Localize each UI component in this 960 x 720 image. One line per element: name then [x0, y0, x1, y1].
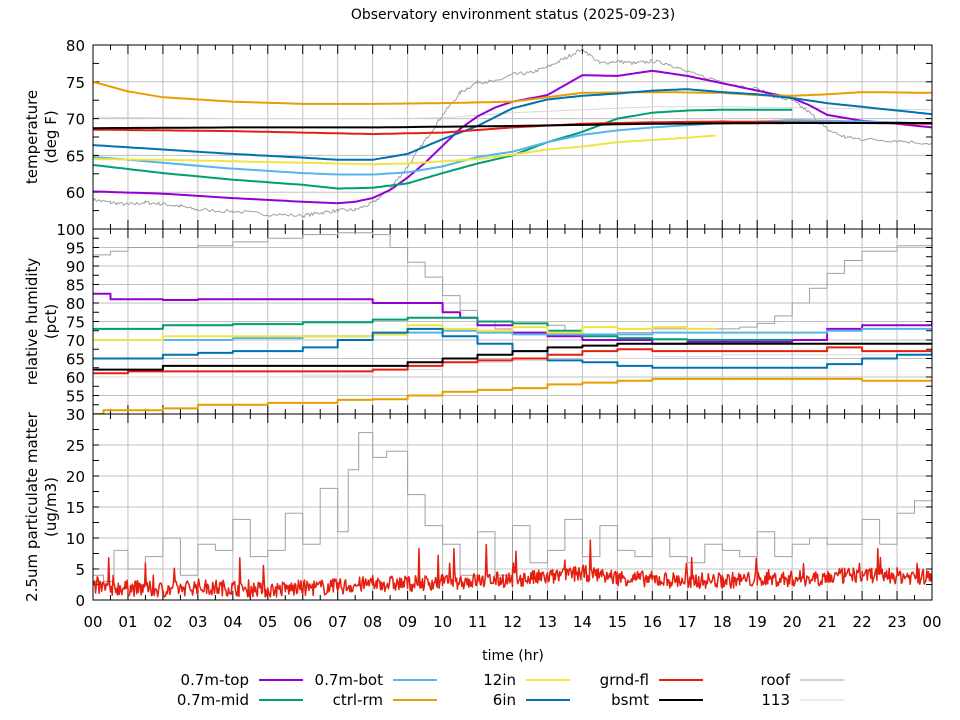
x-tick-label: 10: [433, 613, 452, 631]
y-tick-label: 15: [66, 499, 85, 517]
y-axis-label: temperature: [23, 90, 41, 184]
y-axis-label: 2.5um particulate matter: [23, 411, 41, 601]
legend-label: 0.7m-bot: [315, 671, 384, 689]
x-tick-label: 13: [538, 613, 557, 631]
y-tick-label: 100: [56, 221, 85, 239]
y-tick-label: 75: [66, 314, 85, 332]
legend-label: 12in: [483, 671, 516, 689]
series-line-bsmt: [93, 342, 932, 371]
y-tick-label: 60: [66, 369, 85, 387]
legend-label: 6in: [493, 691, 516, 709]
series-group: [93, 46, 932, 218]
y-tick-label: 85: [66, 277, 85, 295]
series-group: [93, 232, 932, 414]
y-tick-label: 95: [66, 240, 85, 258]
x-tick-label: 23: [887, 613, 906, 631]
legend-label: 0.7m-top: [181, 671, 249, 689]
legend-label: bsmt: [611, 691, 649, 709]
legend-label: 113: [761, 691, 790, 709]
y-tick-label: 80: [66, 37, 85, 55]
y-axis-label: relative humidity: [23, 258, 41, 386]
x-tick-label: 19: [748, 613, 767, 631]
panel-0: 60 65 70 75 80 temperature (deg F): [23, 37, 933, 230]
x-tick-label: 21: [818, 613, 837, 631]
series-line-0.7m-mid: [93, 316, 793, 341]
x-tick-label: 04: [223, 613, 242, 631]
y-tick-label: 30: [66, 406, 85, 424]
x-tick-label: 15: [608, 613, 627, 631]
x-tick-label: 08: [363, 613, 382, 631]
series-line-6in: [93, 88, 932, 161]
y-axis-label: (ug/m3): [42, 477, 60, 537]
y-axis-label: (deg F): [42, 110, 60, 163]
series-line-0.7m-top: [93, 292, 932, 345]
x-tick-label: 09: [398, 613, 417, 631]
y-tick-label: 70: [66, 332, 85, 350]
x-tick-label: 01: [118, 613, 137, 631]
legend: 0.7m-top 0.7m-mid 0.7m-bot ctrl-rm 12in 6in gr…: [177, 671, 844, 709]
series-line-bsmt: [93, 122, 932, 130]
x-tick-label: 00: [83, 613, 102, 631]
y-tick-label: 75: [66, 74, 85, 92]
y-tick-label: 55: [66, 388, 85, 406]
y-axis-label: (pct): [42, 304, 60, 339]
y-tick-label: 5: [75, 561, 85, 579]
y-tick-label: 20: [66, 468, 85, 486]
series-line-0.7m-mid: [93, 108, 793, 190]
x-tick-label: 03: [188, 613, 207, 631]
x-tick-label: 06: [293, 613, 312, 631]
x-tick-label: 05: [258, 613, 277, 631]
y-tick-label: 60: [66, 184, 85, 202]
x-tick-label: 20: [783, 613, 802, 631]
series-line-12in: [93, 324, 716, 341]
x-tick-label: 14: [573, 613, 592, 631]
panel-2: 0 5 10 15 20 25 30 2.5um particulate matter (ug/…: [23, 406, 933, 610]
series-line-roof: [93, 432, 932, 582]
legend-label: roof: [761, 671, 791, 689]
y-tick-label: 70: [66, 111, 85, 129]
series-line-grnd-fl: [93, 346, 932, 375]
series-line-0.7m-bot: [93, 119, 932, 176]
y-tick-label: 90: [66, 258, 85, 276]
x-tick-label: 17: [678, 613, 697, 631]
legend-label: grnd-fl: [600, 671, 649, 689]
legend-label: ctrl-rm: [333, 691, 383, 709]
series-line-ctrl-rm: [93, 377, 932, 414]
series-line-0.7m-top: [93, 69, 932, 205]
series-line-113: [93, 106, 932, 120]
x-tick-labels: 00 01 02 03 04 05 06 07 08 09 10 11 12 13 14 15 16 17 18 19…: [83, 613, 941, 631]
legend-label: 0.7m-mid: [177, 691, 249, 709]
x-tick-label: 12: [503, 613, 522, 631]
chart-title: Observatory environment status (2025-09-…: [351, 7, 675, 23]
x-tick-label: 18: [713, 613, 732, 631]
y-tick-label: 0: [75, 592, 85, 610]
y-tick-label: 65: [66, 351, 85, 369]
y-tick-label: 10: [66, 530, 85, 548]
y-tick-label: 25: [66, 437, 85, 455]
series-group: [93, 432, 932, 598]
x-tick-label: 07: [328, 613, 347, 631]
x-tick-label: 22: [853, 613, 872, 631]
x-axis-label: time (hr): [482, 648, 544, 664]
series-line-12in: [93, 134, 716, 166]
series-line-grnd-fl: [93, 539, 932, 598]
series-line-0.7m-bot: [93, 327, 932, 341]
plot-border: [92, 413, 933, 601]
x-tick-label: 02: [153, 613, 172, 631]
series-line-ctrl-rm: [93, 80, 932, 105]
y-tick-label: 65: [66, 147, 85, 165]
y-tick-label: 80: [66, 295, 85, 313]
x-tick-label: 00: [922, 613, 941, 631]
x-tick-label: 11: [468, 613, 487, 631]
x-tick-label: 16: [643, 613, 662, 631]
